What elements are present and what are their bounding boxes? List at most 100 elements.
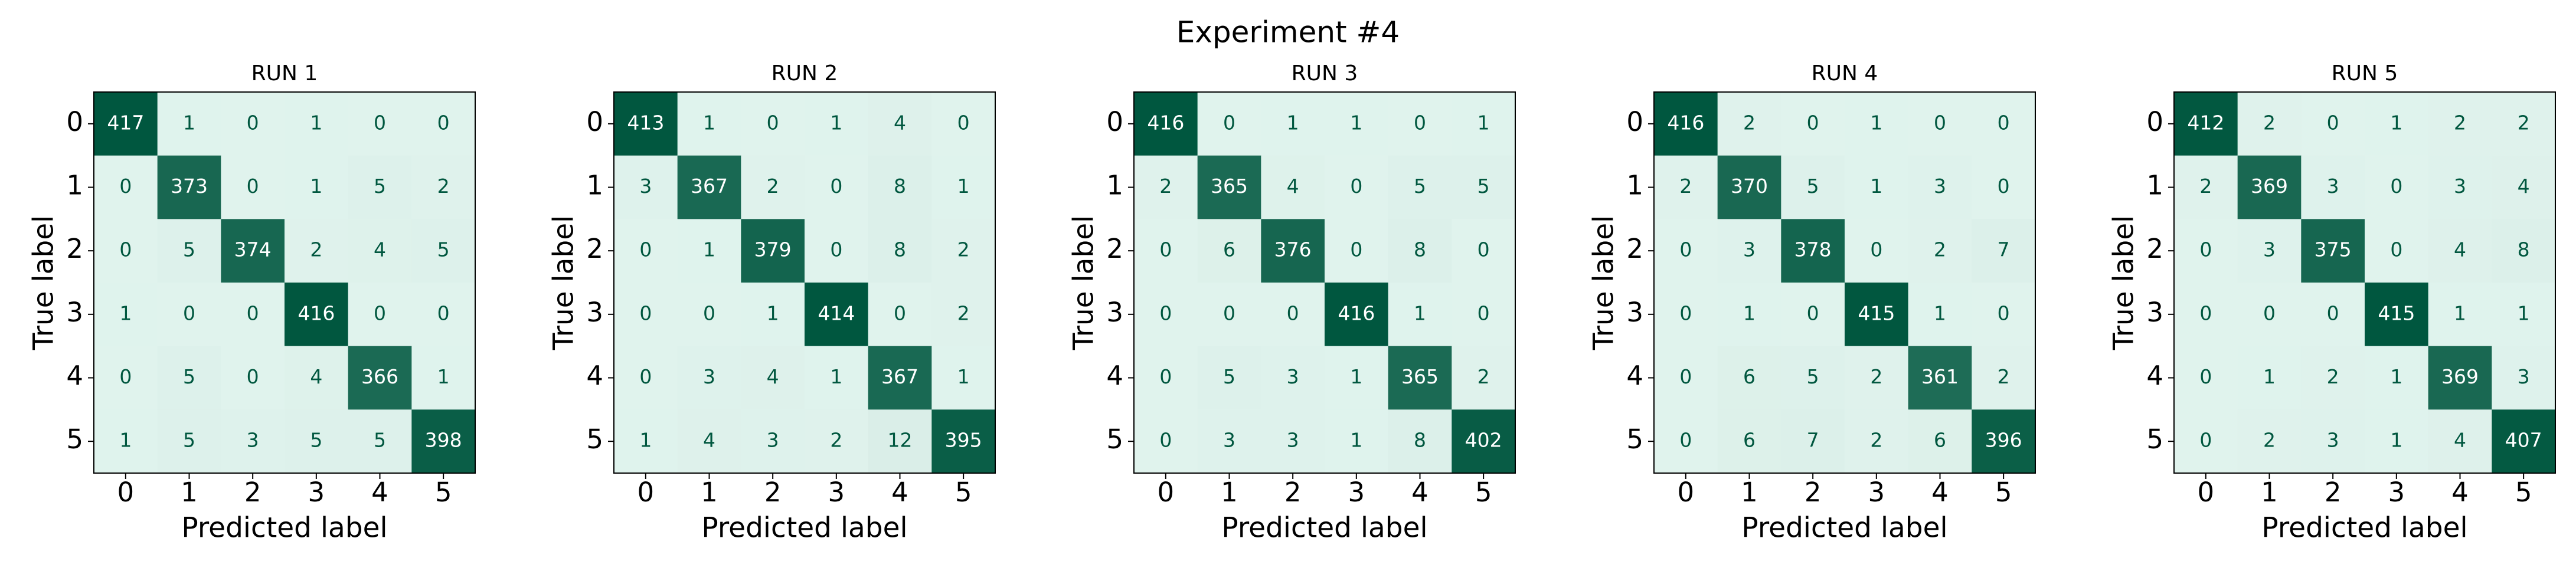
cell-label: 0 [894,301,906,324]
cell [1134,92,1198,156]
cell [1972,219,2036,283]
cell-label: 12 [888,429,913,452]
cell [1197,92,1261,156]
cell [931,283,996,347]
y-tick-label: 3 [66,297,83,328]
cell-label: 416 [1667,111,1704,134]
cell [1325,155,1389,219]
cell [1781,219,1845,283]
cell [1388,155,1452,219]
cell [805,155,869,219]
frame [2173,91,2556,474]
cell [677,92,741,156]
cell-label: 0 [119,175,132,198]
cell [1717,409,1781,474]
cell-label: 0 [1679,301,1692,324]
cell [285,219,349,283]
cell [1845,346,1909,410]
cell-label: 0 [1807,111,1819,134]
cell-label: 1 [119,301,132,324]
cell [931,219,996,283]
cell-label: 3 [2454,175,2466,198]
y-tick-label: 4 [586,360,603,392]
cell [805,346,869,410]
cell [2492,155,2556,219]
cell-label: 5 [437,238,450,261]
cell [868,155,932,219]
cell-label: 0 [119,238,132,261]
cell-label: 0 [639,238,652,261]
x-tick-label: 1 [1741,477,1758,508]
cell-label: 0 [957,111,970,134]
cell-label: 1 [1870,175,1882,198]
cell-label: 0 [1870,238,1882,261]
cell [1717,155,1781,219]
cell [1325,346,1389,410]
cell [2365,219,2429,283]
cell-label: 3 [2518,365,2530,388]
cell-label: 3 [703,365,715,388]
cell [285,155,349,219]
cell-label: 415 [1858,301,1895,324]
cell-label: 367 [881,365,918,388]
cell [348,155,412,219]
cell-label: 398 [425,429,462,452]
cell [1197,219,1261,283]
cell-label: 365 [1401,365,1439,388]
y-axis-label: True label [548,215,580,350]
cell [868,219,932,283]
cell-label: 0 [183,301,195,324]
cell-label: 0 [639,365,652,388]
cell-label: 0 [2327,301,2339,324]
cell [285,283,349,347]
cell [2237,219,2302,283]
cell-label: 3 [2327,175,2339,198]
cell [2174,219,2238,283]
cell [741,409,805,474]
cell-label: 4 [767,365,779,388]
cell [1845,155,1909,219]
y-axis-label: True label [28,215,60,350]
cell [868,346,932,410]
cell-label: 376 [1274,238,1312,261]
cell [1908,409,1972,474]
x-tick-label: 3 [2388,477,2405,508]
cell [2174,346,2238,410]
cell [931,346,996,410]
cell-label: 3 [1287,429,1299,452]
cell [1972,409,2036,474]
y-tick-label: 0 [66,106,83,137]
cell [2428,346,2492,410]
cell-label: 0 [1998,301,2010,324]
cell-label: 366 [361,365,398,388]
cell [1717,283,1781,347]
cell [931,155,996,219]
cell-label: 0 [1414,111,1426,134]
x-tick-label: 0 [638,477,655,508]
x-axis-label: Predicted label [1221,512,1427,544]
y-tick-label: 3 [2146,297,2163,328]
cell [1261,283,1325,347]
cell-label: 0 [1998,111,2010,134]
cell-label: 1 [2263,365,2276,388]
cell-label: 2 [1998,365,2010,388]
cell [741,346,805,410]
cell [2365,92,2429,156]
x-tick-label: 3 [308,477,325,508]
x-tick-label: 1 [181,477,198,508]
cell [1197,283,1261,347]
cell-label: 2 [1934,238,1946,261]
cell [1972,283,2036,347]
cell [1452,346,1516,410]
x-tick-label: 4 [1411,477,1428,508]
cell-label: 0 [1350,175,1362,198]
cell [1261,409,1325,474]
cell-label: 1 [830,365,842,388]
y-tick-label: 5 [1626,424,1643,455]
frame [613,91,996,474]
cell [741,155,805,219]
cell-label: 1 [1350,111,1362,134]
cell-label: 0 [247,365,259,388]
x-axis-label: Predicted label [1741,512,1947,544]
cell [1972,346,2036,410]
